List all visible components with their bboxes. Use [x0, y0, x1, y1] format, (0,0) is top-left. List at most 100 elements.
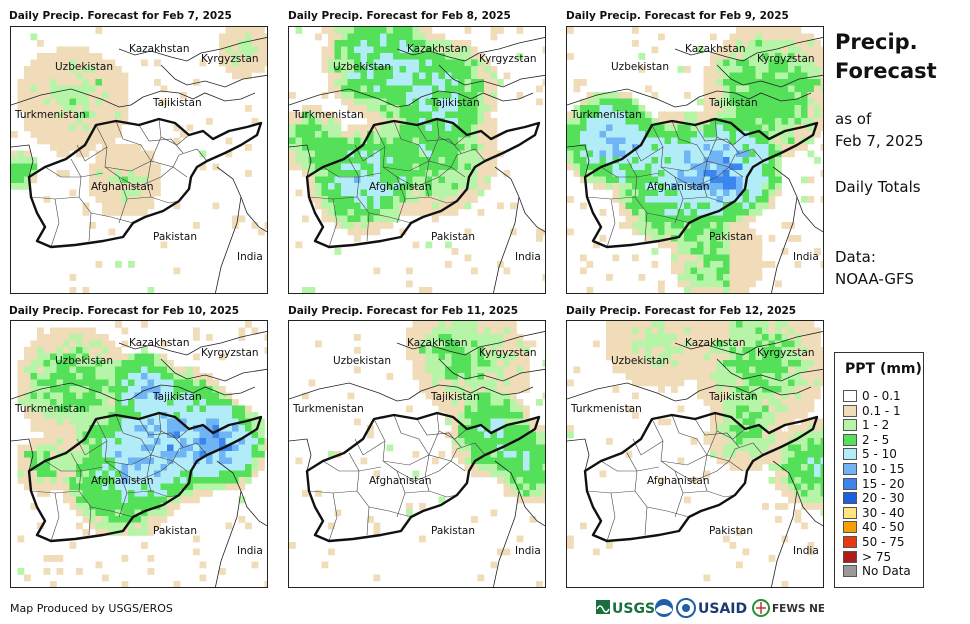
- precip-grid: [289, 27, 545, 293]
- country-border: [493, 490, 520, 587]
- province-boundary: [714, 118, 746, 146]
- panel-title-1: Daily Precip. Forecast for Feb 7, 2025: [9, 10, 232, 22]
- province-boundary: [728, 148, 764, 168]
- usgs-logo-mark: USGS: [596, 600, 655, 617]
- country-label-afghanistan: Afghanistan: [369, 181, 432, 193]
- legend-label: 2 - 5: [862, 432, 890, 447]
- province-boundary: [373, 418, 406, 518]
- legend-swatch: [843, 550, 857, 563]
- country-label-tajikistan: Tajikistan: [152, 391, 202, 403]
- map-panel-1: Kazakhstan Kyrgyzstan Uzbekistan Tajikistan…: [10, 26, 268, 294]
- province-boundary: [436, 412, 468, 440]
- province-boundary: [702, 460, 730, 478]
- province-boundary: [146, 166, 174, 184]
- afghanistan-border: [27, 411, 263, 543]
- province-boundary: [586, 490, 636, 494]
- afghanistan-border: [583, 411, 819, 543]
- province-boundary: [44, 460, 104, 472]
- country-label-turkmenistan: Turkmenistan: [14, 109, 86, 121]
- legend-label: 10 - 15: [862, 462, 905, 476]
- afghanistan-border: [583, 117, 819, 249]
- province-boundary: [428, 430, 440, 456]
- province-boundary: [44, 166, 104, 178]
- province-boundary: [600, 460, 660, 472]
- country-label-afghanistan: Afghanistan: [91, 181, 154, 193]
- country-border: [289, 88, 410, 108]
- legend-item: 20 - 30: [843, 491, 905, 505]
- panel-title-3: Daily Precip. Forecast for Feb 9, 2025: [566, 10, 789, 22]
- country-label-turkmenistan: Turkmenistan: [14, 403, 86, 415]
- legend-item: 15 - 20: [843, 477, 905, 491]
- as-of-value: Feb 7, 2025: [835, 132, 924, 150]
- country-border: [493, 196, 520, 293]
- province-boundary: [150, 430, 162, 456]
- province-boundary: [50, 492, 60, 542]
- province-boundary: [671, 120, 708, 198]
- country-border: [748, 92, 812, 102]
- country-border: [494, 166, 545, 233]
- legend-label: > 75: [862, 549, 892, 564]
- province-boundary: [450, 148, 486, 168]
- province-boundary: [90, 212, 134, 224]
- country-label-kazakhstan: Kazakhstan: [685, 43, 746, 55]
- country-border: [470, 92, 534, 102]
- country-label-kyrgyzstan: Kyrgyzstan: [479, 53, 537, 65]
- legend-swatch: [843, 433, 857, 446]
- country-border: [772, 166, 823, 233]
- map-credit: Map Produced by USGS/EROS: [10, 602, 173, 615]
- province-boundary: [428, 136, 440, 162]
- legend-swatch: [843, 419, 857, 432]
- country-border: [289, 438, 312, 472]
- province-boundary: [606, 198, 616, 248]
- country-label-turkmenistan: Turkmenistan: [570, 403, 642, 415]
- province-boundary: [706, 430, 718, 456]
- country-label-india: India: [793, 251, 819, 263]
- province-boundary: [393, 120, 430, 198]
- country-border: [11, 382, 132, 402]
- country-label-kazakhstan: Kazakhstan: [129, 43, 190, 55]
- province-boundary: [396, 470, 426, 482]
- country-label-uzbekistan: Uzbekistan: [55, 61, 113, 73]
- country-label-kazakhstan: Kazakhstan: [407, 43, 468, 55]
- country-border: [130, 90, 194, 106]
- country-label-uzbekistan: Uzbekistan: [55, 355, 113, 367]
- province-boundary: [706, 136, 718, 162]
- legend-label: 15 - 20: [862, 476, 905, 491]
- province-boundary: [450, 442, 486, 462]
- country-label-kyrgyzstan: Kyrgyzstan: [479, 347, 537, 359]
- country-label-pakistan: Pakistan: [153, 525, 197, 537]
- legend-item: 50 - 75: [843, 535, 905, 549]
- province-boundary: [158, 412, 190, 440]
- country-border: [408, 384, 472, 400]
- country-label-kyrgyzstan: Kyrgyzstan: [201, 53, 259, 65]
- country-label-pakistan: Pakistan: [153, 231, 197, 243]
- as-of-label: as of: [835, 110, 872, 128]
- legend-swatch: [843, 463, 857, 475]
- country-border: [289, 144, 312, 178]
- province-boundary: [674, 470, 704, 482]
- country-label-tajikistan: Tajikistan: [430, 97, 480, 109]
- province-boundary: [671, 414, 708, 492]
- country-border: [567, 382, 688, 402]
- country-border: [470, 386, 534, 396]
- country-label-turkmenistan: Turkmenistan: [570, 109, 642, 121]
- legend-title: PPT (mm): [845, 361, 922, 377]
- country-border: [748, 386, 812, 396]
- country-label-kyrgyzstan: Kyrgyzstan: [201, 347, 259, 359]
- country-label-tajikistan: Tajikistan: [708, 391, 758, 403]
- country-label-tajikistan: Tajikistan: [152, 97, 202, 109]
- province-boundary: [172, 148, 208, 168]
- country-border: [396, 37, 545, 62]
- province-boundary: [626, 452, 648, 536]
- legend-item: 40 - 50: [843, 520, 905, 534]
- province-boundary: [368, 506, 412, 518]
- province-boundary: [424, 166, 452, 184]
- country-border: [716, 358, 823, 382]
- country-border: [192, 92, 256, 102]
- legend-swatch: [843, 492, 857, 505]
- legend-item: 10 - 15: [843, 462, 905, 476]
- province-boundary: [368, 212, 412, 224]
- country-border: [438, 64, 545, 88]
- country-label-pakistan: Pakistan: [709, 525, 753, 537]
- country-border: [408, 90, 472, 106]
